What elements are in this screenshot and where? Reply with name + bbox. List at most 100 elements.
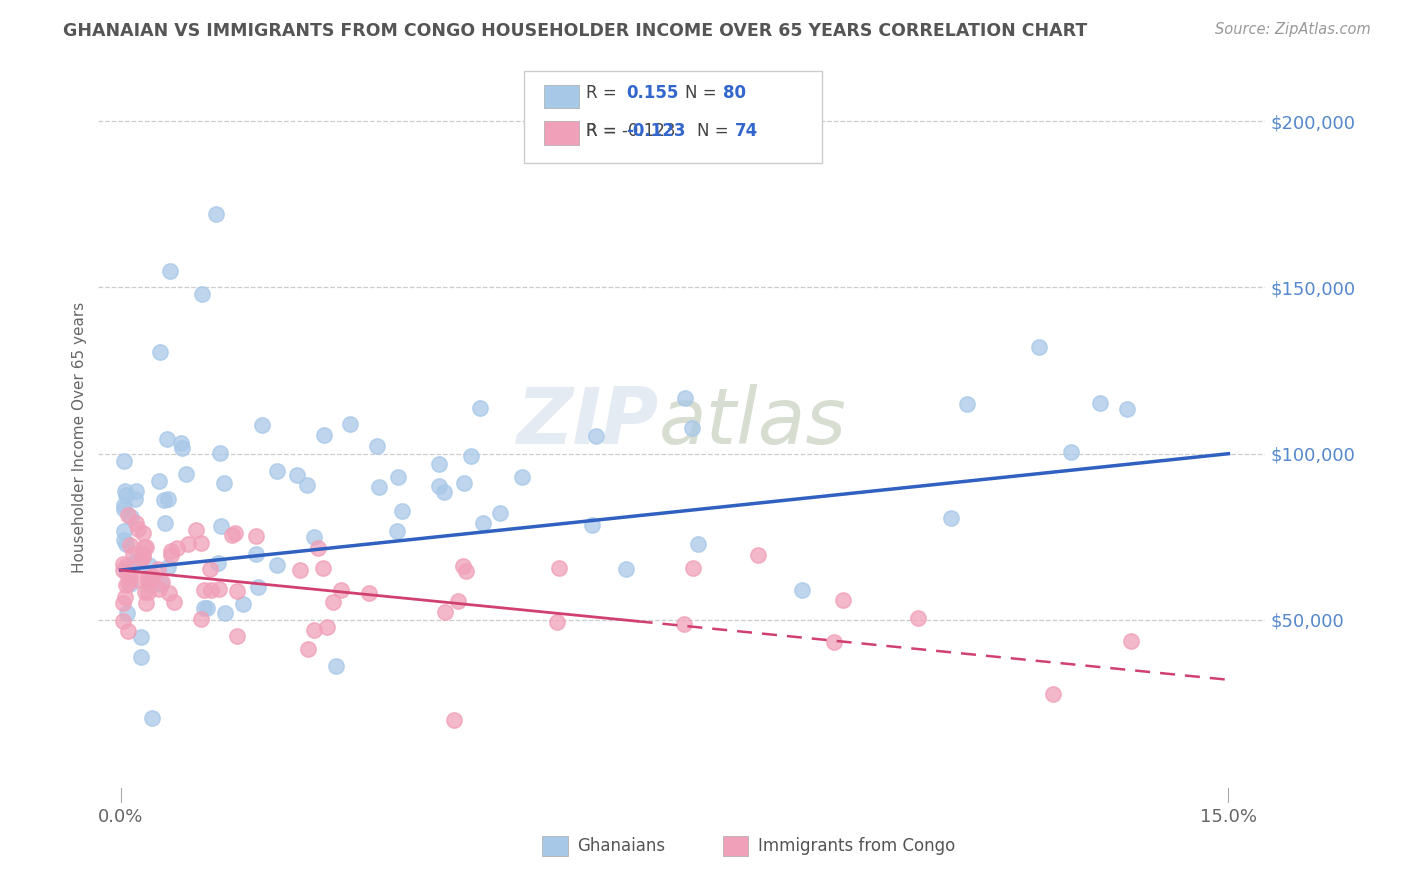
Point <box>177 537 200 551</box>
Text: GHANAIAN VS IMMIGRANTS FROM CONGO HOUSEHOLDER INCOME OVER 65 YEARS CORRELATION C: GHANAIAN VS IMMIGRANTS FROM CONGO HOUSEH… <box>63 22 1087 40</box>
Point <box>226 584 249 599</box>
Point <box>132 547 155 561</box>
Point <box>433 484 456 499</box>
Point <box>1115 401 1137 416</box>
Point <box>1090 395 1112 409</box>
Point <box>157 491 180 506</box>
Point <box>141 711 163 725</box>
Point <box>124 491 146 506</box>
Point <box>682 561 704 575</box>
Point <box>226 629 249 643</box>
Point <box>546 615 568 629</box>
Point <box>385 524 408 538</box>
Text: atlas: atlas <box>658 384 846 460</box>
Point <box>114 483 136 498</box>
Text: R =: R = <box>586 122 623 140</box>
Point <box>357 586 380 600</box>
Point <box>114 590 136 604</box>
Point <box>339 417 361 431</box>
Point <box>314 428 336 442</box>
Point <box>120 510 142 524</box>
Point <box>512 469 534 483</box>
Point <box>434 605 457 619</box>
Point <box>112 499 135 513</box>
Point <box>266 558 288 572</box>
Point <box>112 524 135 538</box>
Point <box>824 635 846 649</box>
Point <box>304 623 326 637</box>
Point <box>118 576 141 591</box>
Point <box>468 401 491 416</box>
Point <box>128 574 150 588</box>
Point <box>190 287 212 301</box>
Point <box>111 615 134 629</box>
Point <box>453 475 475 490</box>
Point <box>136 571 159 585</box>
Point <box>157 559 180 574</box>
Point <box>311 560 333 574</box>
Point <box>170 442 193 456</box>
Text: R = -0.123: R = -0.123 <box>586 122 676 140</box>
Point <box>146 562 169 576</box>
Point <box>150 574 173 589</box>
Point <box>443 713 465 727</box>
Point <box>117 508 139 522</box>
Point <box>132 525 155 540</box>
Point <box>581 518 603 533</box>
Point <box>616 562 638 576</box>
Point <box>315 620 337 634</box>
Point <box>160 548 183 562</box>
Point <box>548 561 571 575</box>
Point <box>159 264 181 278</box>
Point <box>198 562 221 576</box>
Point <box>136 585 159 599</box>
Point <box>747 548 769 562</box>
Point <box>329 582 352 597</box>
Point <box>163 595 186 609</box>
Point <box>115 537 138 551</box>
Point <box>139 577 162 591</box>
Point <box>686 536 709 550</box>
Point <box>193 582 215 597</box>
Point <box>471 516 494 530</box>
Bar <box>541 836 568 856</box>
Text: Ghanaians: Ghanaians <box>576 837 665 855</box>
Point <box>221 527 243 541</box>
Point <box>190 612 212 626</box>
Point <box>195 601 218 615</box>
Point <box>129 552 152 566</box>
Point <box>205 207 228 221</box>
Text: ZIP: ZIP <box>516 384 658 460</box>
Point <box>134 584 156 599</box>
Text: N =: N = <box>685 85 717 103</box>
Point <box>149 576 172 591</box>
Point <box>136 575 159 590</box>
Point <box>1028 340 1050 354</box>
Point <box>149 345 172 359</box>
Point <box>956 397 979 411</box>
Point <box>127 522 149 536</box>
Point <box>681 421 703 435</box>
Bar <box>723 836 748 856</box>
Point <box>250 417 273 432</box>
Point <box>112 533 135 548</box>
Point <box>159 585 181 599</box>
Point <box>115 567 138 582</box>
Point <box>122 547 145 561</box>
Point <box>125 516 148 530</box>
Text: Immigrants from Congo: Immigrants from Congo <box>758 837 955 855</box>
Text: 80: 80 <box>723 85 745 103</box>
Point <box>112 454 135 468</box>
Point <box>1042 688 1064 702</box>
Point <box>117 624 139 638</box>
Point <box>285 468 308 483</box>
Point <box>460 449 482 463</box>
Point <box>112 502 135 516</box>
Point <box>295 478 318 492</box>
Point <box>184 523 207 537</box>
FancyBboxPatch shape <box>524 71 823 163</box>
Point <box>176 467 198 481</box>
Point <box>111 563 134 577</box>
Point <box>1060 445 1083 459</box>
Point <box>148 474 170 488</box>
